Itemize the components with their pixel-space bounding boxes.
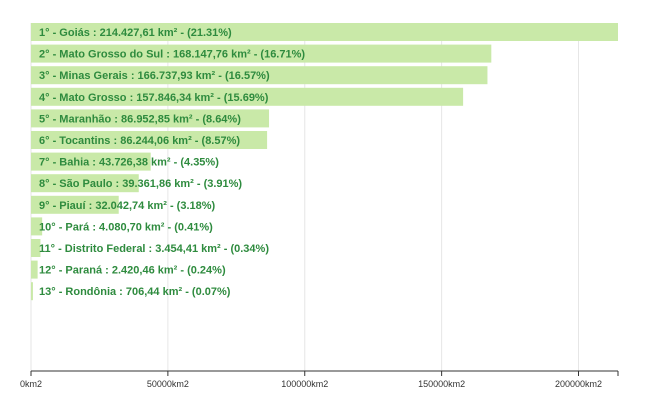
bar[interactable] (31, 131, 268, 149)
x-tick-label: 50000km2 (147, 379, 189, 389)
bars (31, 23, 618, 301)
bar[interactable] (31, 87, 464, 106)
bar-label: 1° - Goiás : 214.427,61 km² - (21.31%) (39, 27, 232, 39)
bar[interactable] (31, 44, 492, 63)
bar[interactable] (31, 109, 270, 128)
bar[interactable] (31, 23, 618, 41)
bar[interactable] (31, 152, 151, 171)
bar[interactable] (31, 282, 33, 301)
bar-labels: 1° - Goiás : 214.427,61 km² - (21.31%) 2°… (39, 27, 305, 298)
bar-label: 4° - Mato Grosso : 157.846,34 km² - (15.… (39, 92, 269, 104)
bar[interactable] (31, 260, 38, 279)
bar-label: 3° - Minas Gerais : 166.737,93 km² - (16… (39, 70, 270, 82)
bar-label: 11° - Distrito Federal : 3.454,41 km² - … (39, 243, 269, 255)
bar-label: 13° - Rondônia : 706,44 km² - (0.07%) (39, 286, 231, 298)
bar[interactable] (31, 217, 43, 236)
x-tick-label: 0km2 (20, 379, 42, 389)
bar-label: 12° - Paraná : 2.420,46 km² - (0.24%) (39, 265, 226, 277)
bar-label: 2° - Mato Grosso do Sul : 168.147,76 km²… (39, 49, 305, 61)
bar-label: 9° - Piauí : 32.042,74 km² - (3.18%) (39, 200, 216, 212)
x-tick-label: 150000km2 (418, 379, 465, 389)
bar[interactable] (31, 195, 119, 214)
bar-label: 5° - Maranhão : 86.952,85 km² - (8.64%) (39, 113, 241, 125)
x-tick-label: 100000km2 (281, 379, 328, 389)
x-tick-label: 200000km2 (555, 379, 602, 389)
bar-label: 7° - Bahia : 43.726,38 km² - (4.35%) (39, 157, 219, 169)
bar-label: 10° - Pará : 4.080,70 km² - (0.41%) (39, 221, 213, 233)
bar[interactable] (31, 239, 41, 257)
bar-label: 8° - São Paulo : 39.361,86 km² - (3.91%) (39, 178, 242, 190)
x-axis: 0km2 50000km2 100000km2 150000km2 200000km2 (20, 370, 619, 389)
bar-label: 6° - Tocantins : 86.244,06 km² - (8.57%) (39, 135, 240, 147)
bar[interactable] (31, 174, 139, 193)
bar[interactable] (31, 66, 488, 85)
